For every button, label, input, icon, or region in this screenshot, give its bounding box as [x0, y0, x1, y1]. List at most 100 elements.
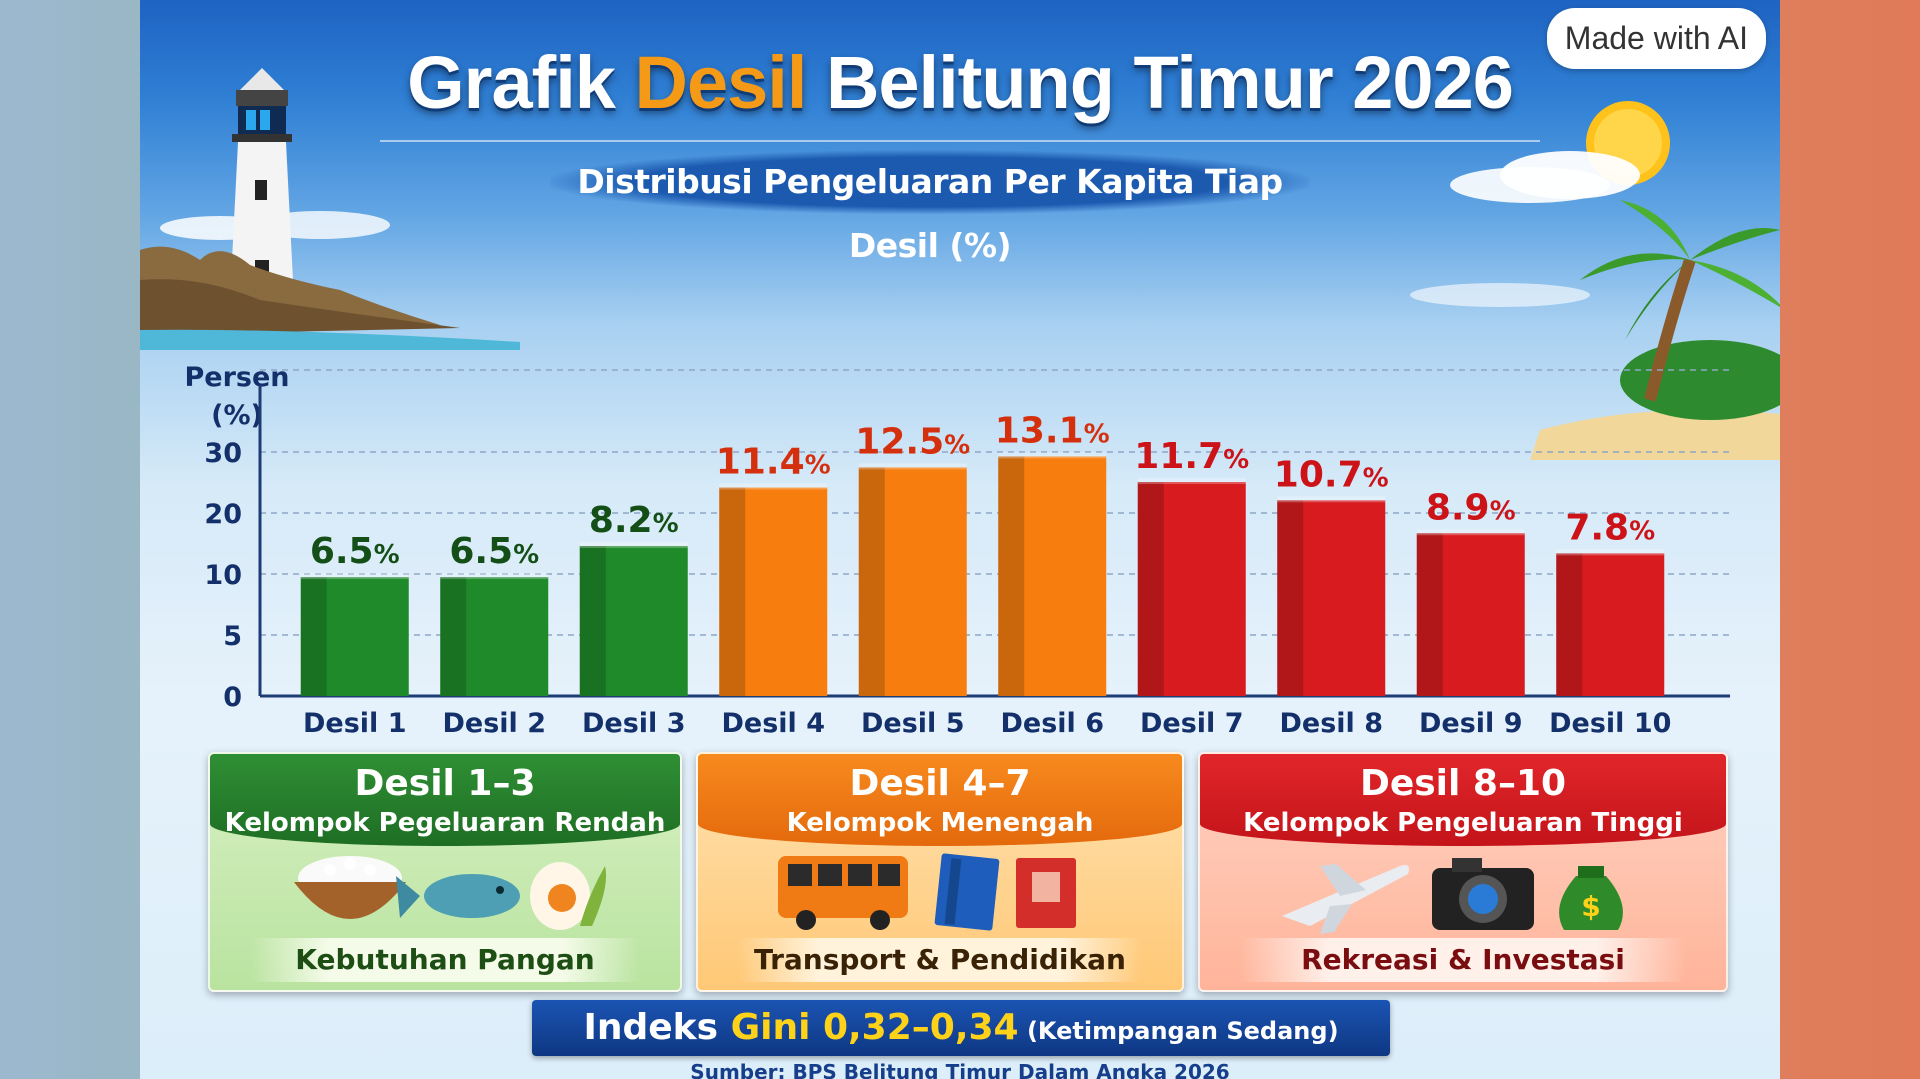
- group-range: Desil 1–3: [354, 763, 536, 804]
- y-axis-unit: (%): [211, 400, 263, 431]
- bar-cap: [1416, 529, 1525, 536]
- group-panel-header: Desil 4–7 Kelompok Menengah: [698, 754, 1182, 846]
- bar-value-label: 6.5%: [310, 531, 400, 572]
- group-range: Desil 4–7: [849, 763, 1031, 804]
- page-title: Grafik Desil Belitung Timur 2026: [280, 40, 1640, 125]
- bar-cap: [858, 463, 967, 470]
- infographic-poster: Made with AI Grafik Desil Belitung Timur…: [140, 0, 1780, 1079]
- bar-cap: [579, 542, 688, 549]
- bar-shade: [858, 467, 885, 696]
- x-tick-label: Desil 8: [1280, 708, 1384, 739]
- gini-index-banner: Indeks Gini 0,32–0,34 (Ketimpangan Sedan…: [532, 1000, 1390, 1056]
- bar-value-label: 13.1%: [995, 410, 1110, 451]
- group-name: Kelompok Pengeluaran Tinggi: [1243, 808, 1683, 838]
- y-axis-title: Persen: [184, 362, 289, 393]
- group-icons: $: [1200, 846, 1726, 940]
- x-tick-label: Desil 10: [1549, 708, 1671, 739]
- bar-shade: [579, 546, 606, 696]
- recreation-investment-icons: $: [1282, 858, 1623, 934]
- bar-cap: [719, 483, 828, 490]
- group-range: Desil 8–10: [1359, 763, 1567, 804]
- group-footer: Kebutuhan Pangan: [250, 938, 640, 982]
- rice-bowl-icon: [294, 856, 406, 919]
- bar: [1137, 482, 1246, 696]
- group-panel-low: Desil 1–3 Kelompok Pegeluaran Rendah: [208, 752, 682, 992]
- bar-value-label: 8.9%: [1426, 487, 1516, 528]
- bar: [1416, 533, 1525, 696]
- lighthouse-illustration: [140, 68, 520, 350]
- bar-shade: [1277, 500, 1304, 696]
- bar-value-suffix: %: [1084, 419, 1110, 449]
- bar-value-suffix: %: [805, 451, 831, 481]
- group-icons: [698, 846, 1182, 940]
- y-tick-label: 30: [204, 438, 242, 469]
- group-panel-header: Desil 1–3 Kelompok Pegeluaran Rendah: [210, 754, 680, 846]
- y-tick-label: 20: [204, 499, 242, 530]
- books-icon: [934, 853, 1076, 931]
- bar-shade: [998, 456, 1025, 696]
- title-part-1: Grafik: [407, 41, 635, 124]
- title-part-2: Belitung Timur 2026: [806, 41, 1514, 124]
- bar-cap: [1277, 496, 1386, 503]
- group-icons: [210, 846, 680, 940]
- bar-value-label: 10.7%: [1274, 454, 1389, 495]
- bar-value-label: 12.5%: [855, 421, 970, 462]
- x-tick-label: Desil 9: [1419, 708, 1523, 739]
- bar: [719, 487, 828, 696]
- bar-value-suffix: %: [653, 509, 679, 539]
- y-tick-label: 10: [204, 560, 242, 591]
- bar-cap: [1137, 478, 1246, 485]
- x-tick-label: Desil 3: [582, 708, 686, 739]
- bar-cap: [1556, 549, 1665, 556]
- fish-icon: [396, 874, 520, 918]
- food-icons: [294, 856, 607, 930]
- bar-value-label: 6.5%: [449, 531, 539, 572]
- group-footer: Transport & Pendidikan: [738, 938, 1142, 982]
- bar-shade: [1556, 553, 1583, 696]
- bar-value-label: 8.2%: [589, 500, 679, 541]
- title-divider: [380, 140, 1540, 142]
- x-tick-label: Desil 4: [722, 708, 826, 739]
- bar-cap: [440, 573, 549, 580]
- bar-shade: [1137, 482, 1164, 696]
- bar-value-suffix: %: [1363, 463, 1389, 493]
- sun-and-clouds-illustration: [1410, 101, 1670, 307]
- bar: [440, 577, 549, 696]
- gini-note: (Ketimpangan Sedang): [1018, 1017, 1339, 1045]
- svg-text:$: $: [1581, 890, 1600, 923]
- made-with-ai-badge: Made with AI: [1546, 8, 1766, 69]
- y-tick-label: 5: [223, 621, 242, 652]
- bar-value-suffix: %: [944, 430, 970, 460]
- camera-icon: [1432, 858, 1534, 930]
- bar-value-suffix: %: [1223, 445, 1249, 475]
- bar-shade: [1416, 533, 1443, 696]
- y-tick-label: 0: [223, 682, 242, 713]
- bar-chart: Persen (%) 0 5 10 20 30 6.5% Desil 1 6.5% Desil 2 8…: [184, 362, 1730, 739]
- bus-icon: [778, 856, 908, 930]
- bar: [1556, 553, 1665, 696]
- bar-value-label: 11.4%: [716, 442, 831, 483]
- chart-subtitle: Distribusi Pengeluaran Per Kapita Tiap D…: [550, 150, 1310, 265]
- bar: [300, 577, 409, 696]
- bar-cap: [998, 452, 1107, 459]
- bar-shade: [719, 487, 746, 696]
- group-panel-header: Desil 8–10 Kelompok Pengeluaran Tinggi: [1200, 754, 1726, 846]
- group-name: Kelompok Pegeluaran Rendah: [224, 808, 666, 838]
- gini-value: Gini 0,32–0,34: [730, 1007, 1019, 1048]
- bar-value-label: 11.7%: [1134, 436, 1249, 477]
- bar-value-suffix: %: [513, 540, 539, 570]
- bar-value-label: 7.8%: [1565, 507, 1655, 548]
- group-panel-high: Desil 8–10 Kelompok Pengeluaran Tinggi: [1198, 752, 1728, 992]
- bar: [858, 467, 967, 696]
- bar-shade: [440, 577, 467, 696]
- transport-education-icons: [778, 853, 1076, 931]
- gini-prefix: Indeks: [583, 1007, 731, 1048]
- bar-value-suffix: %: [374, 540, 400, 570]
- x-tick-label: Desil 5: [861, 708, 965, 739]
- x-tick-label: Desil 2: [443, 708, 547, 739]
- source-note: Sumber: BPS Belitung Timur Dalam Angka 2…: [690, 1060, 1230, 1079]
- money-bag-icon: $: [1559, 866, 1623, 930]
- group-name: Kelompok Menengah: [786, 808, 1094, 838]
- palm-island-illustration: [1530, 200, 1780, 460]
- bar-value-suffix: %: [1490, 496, 1516, 526]
